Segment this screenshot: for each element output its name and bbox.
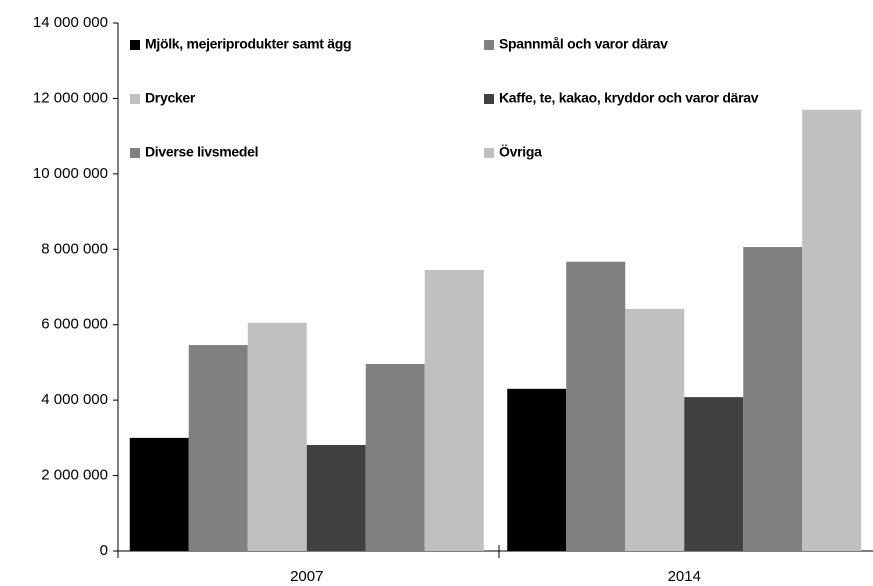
bar <box>507 388 567 551</box>
bar <box>802 109 862 551</box>
bar <box>188 345 248 551</box>
legend-label: Drycker <box>145 90 196 106</box>
bar <box>743 247 803 551</box>
bar <box>684 397 744 551</box>
legend-swatch <box>484 94 494 104</box>
y-tick-label: 2 000 000 <box>41 467 108 484</box>
bar <box>625 308 685 551</box>
bar <box>247 322 307 551</box>
legend-swatch <box>484 148 494 158</box>
bar <box>424 270 484 551</box>
legend-label: Diverse livsmedel <box>145 144 258 160</box>
y-tick-label: 12 000 000 <box>33 89 108 106</box>
bar <box>129 437 189 551</box>
legend-swatch <box>130 40 140 50</box>
y-tick-label: 0 <box>100 542 108 559</box>
bar <box>566 261 626 551</box>
legend-label: Spannmål och varor därav <box>499 36 668 52</box>
x-tick-label: 2014 <box>668 568 701 585</box>
legend-label: Kaffe, te, kakao, kryddor och varor dära… <box>499 90 759 106</box>
x-tick-label: 2007 <box>290 568 323 585</box>
bar <box>365 363 425 551</box>
bar <box>306 445 366 551</box>
legend-label: Övriga <box>499 144 542 160</box>
legend-swatch <box>484 40 494 50</box>
legend-swatch <box>130 94 140 104</box>
legend-swatch <box>130 148 140 158</box>
y-tick-label: 14 000 000 <box>33 14 108 31</box>
y-tick-label: 10 000 000 <box>33 165 108 182</box>
y-tick-label: 4 000 000 <box>41 391 108 408</box>
legend-label: Mjölk, mejeriprodukter samt ägg <box>145 36 351 52</box>
y-tick-label: 6 000 000 <box>41 316 108 333</box>
y-tick-label: 8 000 000 <box>41 240 108 257</box>
